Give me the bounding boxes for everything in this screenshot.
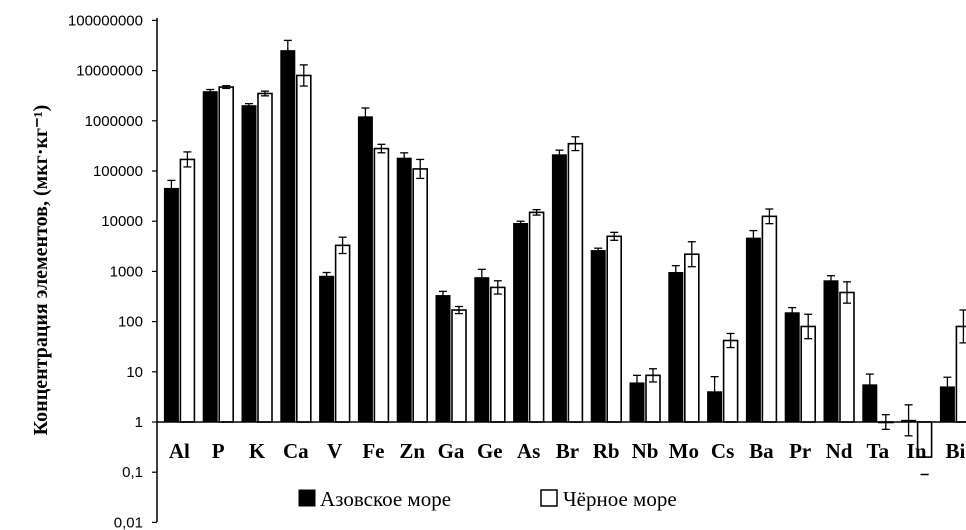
bar-azov	[551, 154, 567, 423]
x-category-label: P	[212, 439, 225, 463]
bar-black	[295, 74, 312, 423]
bar-azov	[590, 250, 606, 423]
bar-azov	[745, 237, 761, 423]
bar-azov	[396, 157, 412, 423]
y-tick-label: 0,01	[114, 514, 143, 530]
x-category-label: As	[517, 439, 540, 463]
x-category-label: Ga	[438, 439, 465, 463]
x-category-label: Nb	[632, 439, 659, 463]
bar-black	[334, 244, 351, 423]
x-category-label: Zn	[399, 439, 425, 463]
x-category-label: Rb	[593, 439, 620, 463]
x-category-label: Ge	[477, 439, 503, 463]
bar-azov	[202, 91, 218, 423]
y-tick-label: 100000000	[68, 12, 143, 29]
x-category-label: Ca	[283, 439, 309, 463]
x-category-label: Ba	[749, 439, 774, 463]
x-category-label: V	[327, 439, 342, 463]
bar-black	[257, 92, 273, 423]
bar-black	[451, 309, 467, 423]
x-category-label: Mo	[669, 439, 699, 463]
x-category-label: Fe	[362, 439, 384, 463]
y-tick-label: 1	[135, 414, 143, 431]
legend-swatch-azov	[298, 489, 316, 507]
y-tick-label: 1000	[110, 263, 143, 280]
legend-label-azov: Азовское море	[320, 487, 451, 511]
bar-black	[683, 253, 700, 423]
bar-black	[567, 142, 584, 423]
bar-black	[839, 291, 855, 423]
y-tick-label: 0,1	[122, 464, 143, 481]
bar-azov	[474, 277, 490, 423]
bar-azov	[319, 275, 335, 423]
bar-azov	[435, 295, 451, 423]
x-category-label: K	[249, 439, 266, 463]
bar-azov	[823, 280, 839, 423]
bar-azov	[241, 105, 257, 423]
x-category-label: Nd	[826, 439, 853, 463]
x-category-label: Bi	[945, 439, 965, 463]
y-tick-label: 10000000	[76, 63, 143, 80]
y-tick-label: 100000	[93, 163, 143, 180]
bar-black	[528, 211, 545, 423]
bar-black	[606, 235, 623, 423]
bar-azov	[668, 272, 684, 423]
bar-black	[218, 86, 234, 423]
x-category-label: Al	[169, 439, 190, 463]
bar-black	[955, 325, 966, 423]
y-axis-title: Концентрация элементов, (мкг·кг⁻¹)	[30, 105, 52, 436]
bar-azov	[163, 187, 179, 423]
y-tick-label: 100	[118, 314, 143, 331]
bar-black	[761, 215, 778, 423]
y-tick-label: 10000	[101, 213, 143, 230]
x-category-label: Cs	[711, 439, 734, 463]
y-tick-label: 10	[126, 364, 143, 381]
bar-azov	[357, 116, 373, 423]
x-category-label: Ta	[867, 439, 890, 463]
bar-black	[722, 339, 739, 423]
bar-azov	[513, 222, 529, 423]
x-category-label: Br	[556, 439, 579, 463]
bar-black	[489, 286, 506, 423]
bar-azov	[280, 50, 296, 423]
bar-black	[412, 168, 429, 423]
bar-black	[179, 158, 196, 423]
bar-black	[800, 325, 817, 423]
bar-black	[373, 147, 390, 423]
y-tick-label: 1000000	[85, 113, 143, 130]
legend-label-black: Чёрное море	[563, 487, 677, 511]
x-category-label: Pr	[789, 439, 811, 463]
legend: Азовское море Чёрное море	[298, 487, 677, 511]
x-category-label: In	[907, 439, 927, 463]
legend-swatch-black	[540, 489, 558, 507]
bar-azov	[784, 312, 800, 423]
